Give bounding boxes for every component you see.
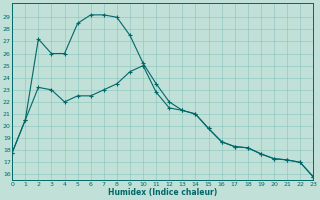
- X-axis label: Humidex (Indice chaleur): Humidex (Indice chaleur): [108, 188, 217, 197]
